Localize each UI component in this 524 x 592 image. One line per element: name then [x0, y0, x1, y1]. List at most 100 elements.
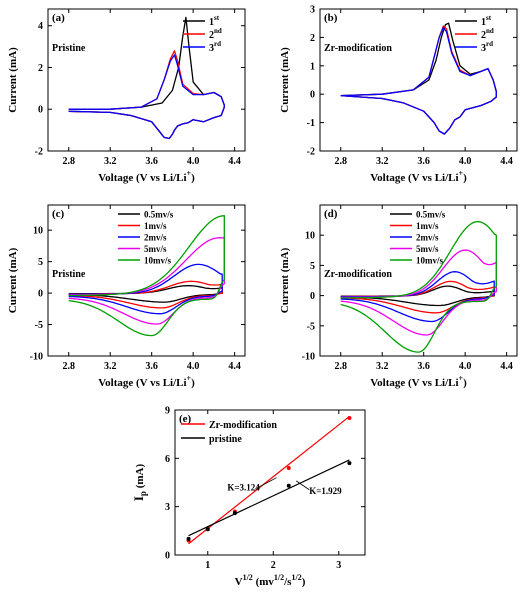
slope-annotation: K=1.929: [309, 486, 342, 496]
annotation-arrow: [295, 480, 310, 491]
series-10mv/s: [68, 215, 225, 337]
legend-label: 0.5mv/s: [416, 210, 446, 220]
y-tick-label: 6: [165, 454, 170, 465]
panel-a: 2.8 3.2 3.6 4.0 4.4 -2 0 2 4 (a) Current (mA) Volta…: [7, 8, 246, 184]
data-point: [232, 511, 237, 516]
condition-annotation: Zr-modification: [324, 269, 392, 280]
x-tick-label: 2.8: [334, 361, 347, 372]
x-tick-label: 4.4: [228, 156, 241, 167]
plot-frame: [319, 204, 518, 357]
x-axis-label: Voltage (V vs Li/Li+): [98, 374, 195, 389]
x-tick-label: 3.6: [417, 156, 430, 167]
annotation-arrow: [256, 477, 277, 489]
x-tick-label: 3.6: [417, 361, 430, 372]
condition-annotation: Pristine: [52, 43, 86, 54]
y-tick-label: 5: [310, 261, 315, 272]
y-axis-label: Current (mA): [279, 47, 291, 113]
x-axis-label: Voltage (V vs Li/Li+): [370, 374, 467, 389]
legend-label: 10mv/s: [416, 256, 443, 266]
panel-e: 1 2 3 0 3 6 9 (e) Ip (mA) V1/2 (mv1/2/s1/2) Zr-mod…: [131, 406, 366, 588]
slope-annotation: K=3.124: [227, 483, 260, 493]
panel-label: (c): [52, 208, 65, 220]
y-tick-label: 0: [165, 551, 170, 562]
y-tick-label: 10: [305, 231, 315, 242]
plot-frame: [47, 8, 246, 152]
x-tick-label: 3.6: [145, 361, 158, 372]
panel-c: 2.8 3.2 3.6 4.0 4.4 -10 -5 0 5 10 (c) Current (mA) V…: [7, 204, 246, 389]
y-tick-label: -2: [35, 147, 43, 158]
plot-frame: [47, 204, 246, 357]
condition-annotation: Pristine: [52, 269, 86, 280]
x-tick-label: 3.6: [145, 156, 158, 167]
x-tick-label: 4.4: [500, 361, 513, 372]
plot-frame: [174, 409, 366, 556]
legend-label: 1mv/s: [416, 221, 439, 231]
x-tick-label: 4.4: [500, 156, 513, 167]
y-tick-label: 4: [38, 21, 43, 32]
y-axis-label: Current (mA): [279, 247, 291, 313]
x-axis-label: Voltage (V vs Li/Li+): [370, 169, 467, 184]
legend-label: 1st: [481, 14, 492, 28]
y-tick-label: -2: [307, 147, 315, 158]
y-axis-label: Current (mA): [7, 247, 19, 313]
x-tick-label: 2: [271, 560, 276, 571]
y-tick-label: 0: [38, 289, 43, 300]
legend-label: 2mv/s: [144, 233, 167, 243]
x-tick-label: 2.8: [334, 156, 347, 167]
y-tick-label: 2: [38, 63, 43, 74]
legend-label: 3rd: [209, 40, 221, 54]
data-point: [347, 461, 352, 466]
legend-label: 1st: [209, 14, 220, 28]
x-tick-label: 4.4: [228, 361, 241, 372]
y-tick-label: 10: [33, 226, 43, 237]
panel-label: (a): [52, 12, 65, 24]
y-axis-label: Ip (mA): [131, 464, 148, 502]
panel-label: (b): [324, 12, 338, 24]
x-tick-label: 4.0: [459, 156, 472, 167]
y-tick-label: 5: [38, 257, 43, 268]
condition-annotation: Zr-modification: [324, 43, 392, 54]
x-tick-label: 4.0: [459, 361, 472, 372]
y-tick-label: -1: [307, 118, 315, 129]
data-point: [347, 416, 352, 421]
legend-label: 5mv/s: [416, 244, 439, 254]
legend-label: Zr-modification: [209, 420, 277, 431]
data-point: [205, 527, 210, 532]
series-3rd: [340, 26, 497, 135]
x-tick-label: 3.2: [376, 156, 389, 167]
x-tick-label: 3: [336, 560, 341, 571]
y-tick-label: -5: [35, 320, 43, 331]
legend-label: 10mv/s: [144, 256, 171, 266]
legend-label: 5mv/s: [144, 244, 167, 254]
x-axis-label: Voltage (V vs Li/Li+): [98, 169, 195, 184]
x-tick-label: 1: [205, 560, 210, 571]
x-tick-label: 2.8: [62, 156, 75, 167]
series-1st: [340, 22, 497, 135]
x-tick-label: 4.0: [187, 361, 200, 372]
data-point: [286, 466, 291, 470]
y-tick-label: 3: [165, 502, 170, 513]
legend-label: 2nd: [481, 27, 494, 41]
y-tick-label: 1: [310, 61, 315, 72]
y-tick-label: -10: [302, 352, 315, 363]
data-point: [186, 536, 191, 541]
x-tick-label: 3.2: [376, 361, 389, 372]
x-axis-label: V1/2 (mv1/2/s1/2): [235, 573, 306, 588]
panel-label: (e): [179, 413, 192, 425]
legend-label: 0.5mv/s: [144, 210, 174, 220]
y-axis-label: Current (mA): [7, 47, 19, 113]
plot-frame: [319, 8, 518, 152]
y-tick-label: -10: [30, 352, 43, 363]
y-tick-label: 0: [38, 105, 43, 116]
legend-label: 3rd: [481, 40, 493, 54]
y-tick-label: 0: [310, 291, 315, 302]
legend-label: pristine: [209, 434, 242, 445]
x-tick-label: 3.2: [104, 156, 117, 167]
data-point: [286, 483, 291, 488]
y-tick-label: 9: [165, 406, 170, 417]
panel-b: 2.8 3.2 3.6 4.0 4.4 -2 -1 0 1 2 3 (b) Current (mA) Vo…: [279, 5, 518, 184]
legend-label: 2nd: [209, 27, 222, 41]
panel-d: 2.8 3.2 3.6 4.0 4.4 -10 -5 0 5 10 (d) Current (mA) V…: [279, 204, 518, 389]
x-tick-label: 3.2: [104, 361, 117, 372]
